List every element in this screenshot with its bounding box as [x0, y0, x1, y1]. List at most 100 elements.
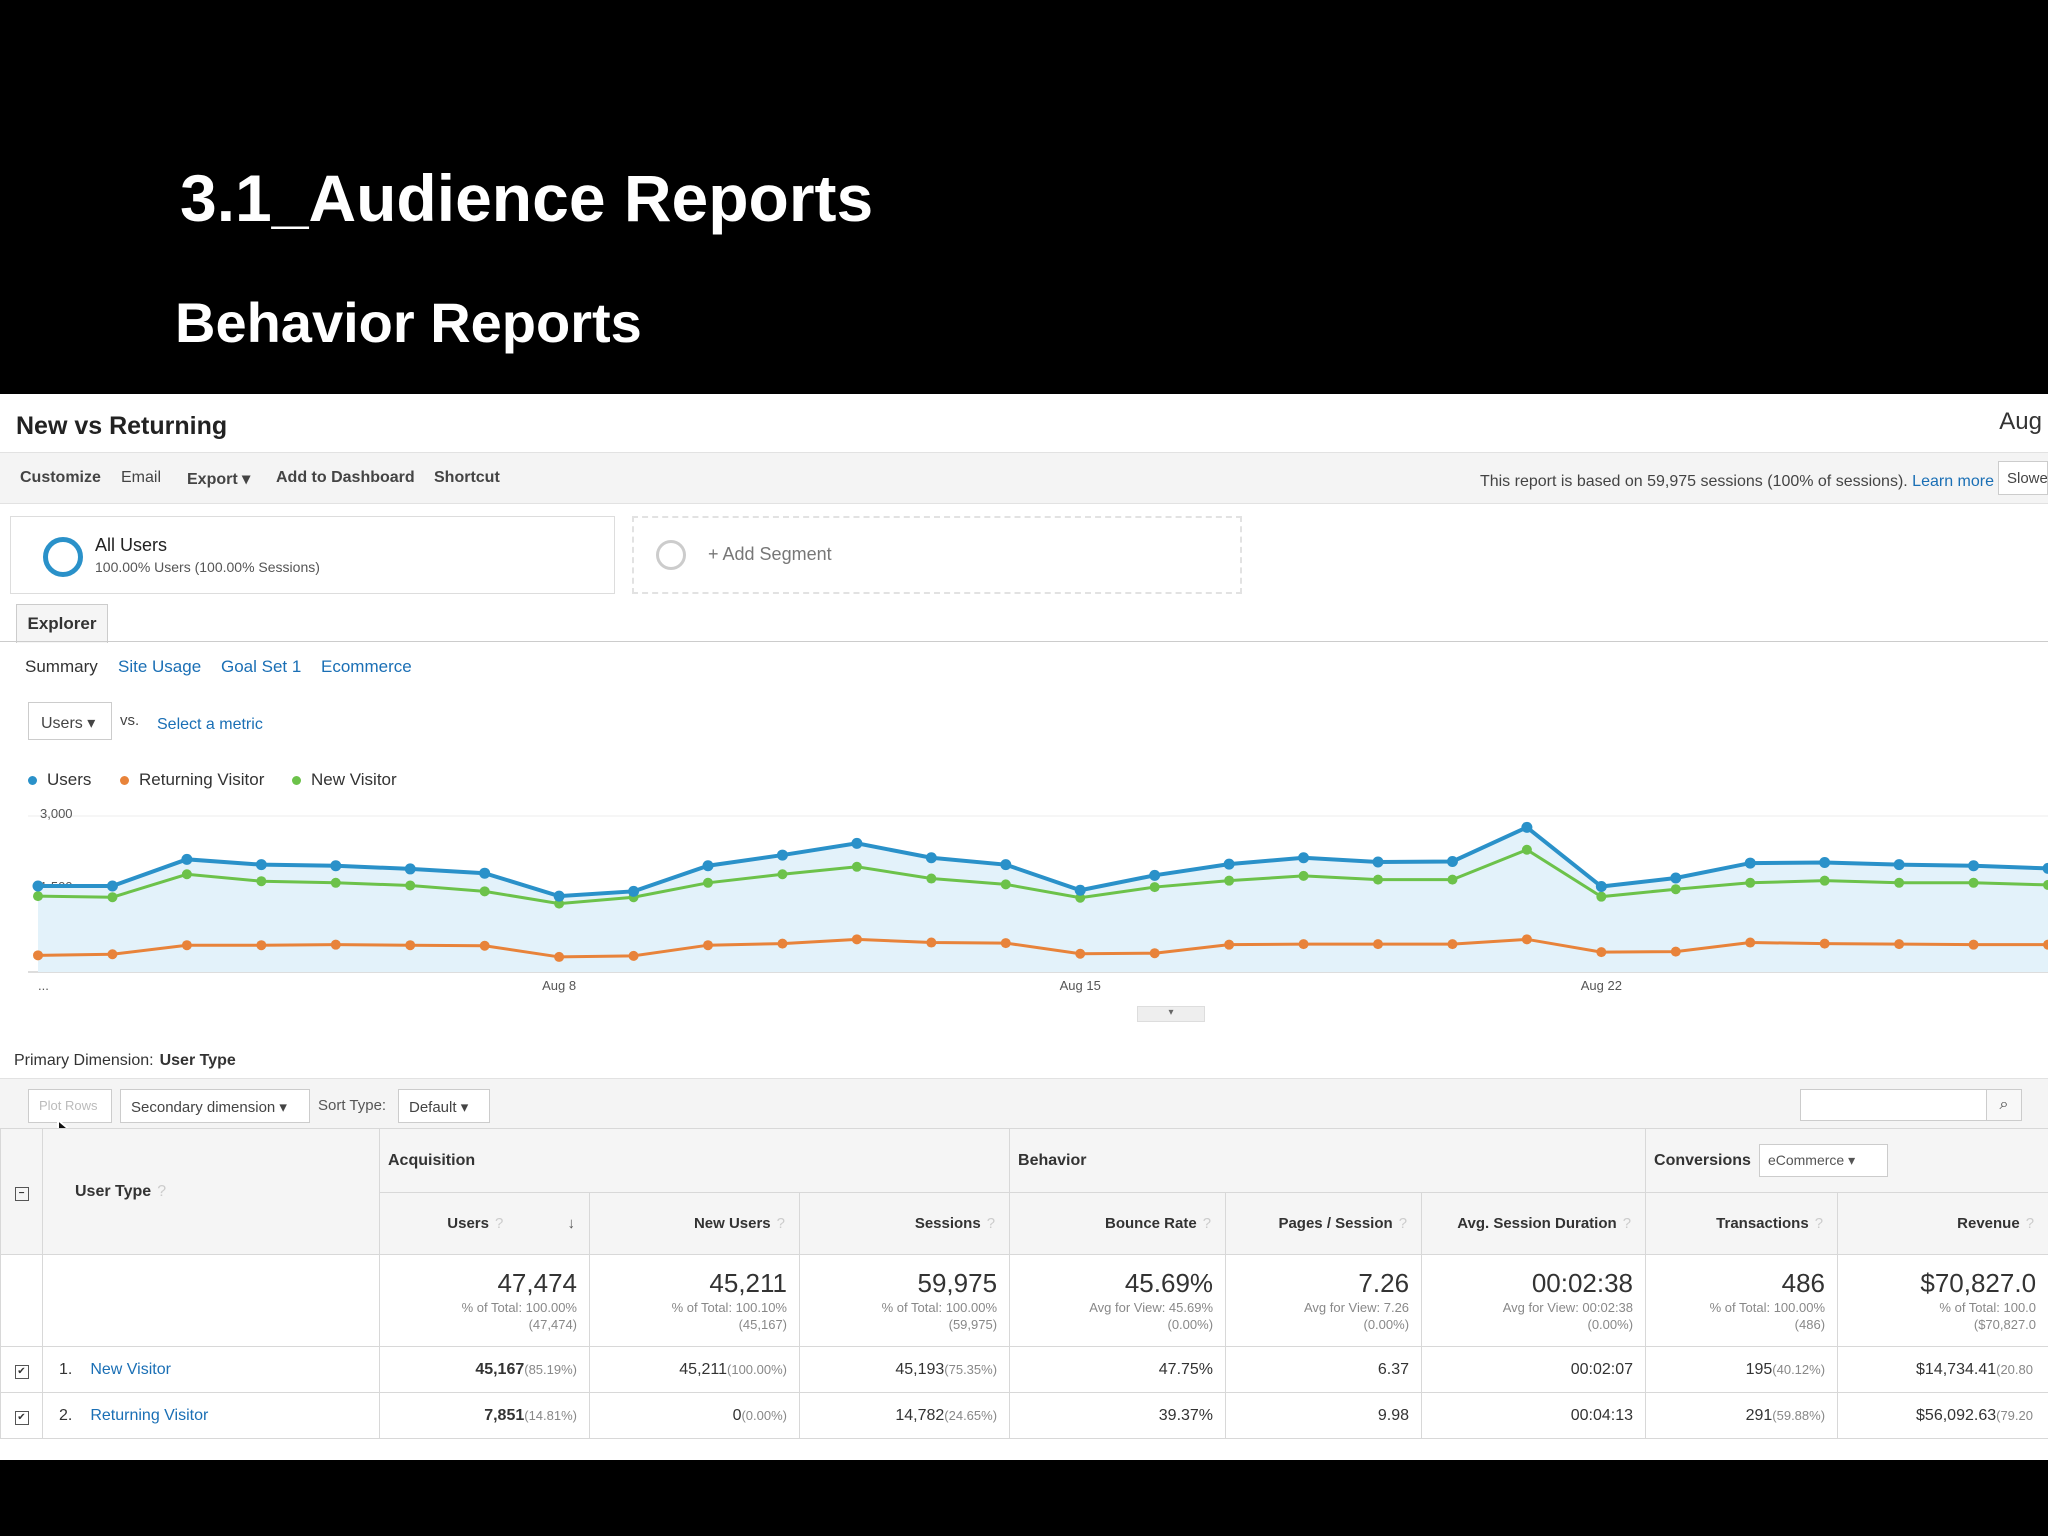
sort-desc-icon[interactable]: ↓: [567, 1215, 576, 1232]
table-search-input[interactable]: ⌕: [1800, 1089, 2022, 1121]
cell-value: 45,167: [475, 1360, 525, 1378]
data-point: [479, 886, 490, 897]
row-checkbox[interactable]: ✔: [14, 1364, 29, 1379]
row-checkbox-cell[interactable]: ✔: [0, 1346, 43, 1393]
data-point: [703, 940, 713, 951]
data-point: [404, 863, 416, 875]
col-bounce-rate[interactable]: Bounce Rate?: [1009, 1192, 1227, 1255]
shortcut-button[interactable]: Shortcut: [434, 469, 500, 486]
sampling-speed-select[interactable]: Slowe: [1998, 461, 2048, 495]
tab-divider: [0, 641, 2048, 642]
series-line-new-visitor: [37, 848, 2048, 906]
total-new-users: 45,211 % of Total: 100.10% (45,167): [589, 1254, 800, 1347]
help-icon[interactable]: ?: [1202, 1215, 1212, 1232]
help-icon[interactable]: ?: [1622, 1215, 1632, 1232]
data-point: [107, 892, 118, 903]
subtab-ecommerce[interactable]: Ecommerce: [321, 657, 412, 676]
help-icon[interactable]: ?: [2025, 1215, 2035, 1232]
cell-revenue: $56,092.63(79.20: [1837, 1392, 2048, 1439]
col-users[interactable]: Users? ↓: [379, 1192, 590, 1255]
customize-button[interactable]: Customize: [20, 469, 101, 486]
help-icon[interactable]: ?: [494, 1215, 504, 1232]
totals-row: 47,474 % of Total: 100.00% (47,474) 45,211…: [0, 1254, 2048, 1347]
date-range-label[interactable]: Aug: [1999, 408, 2042, 435]
conversion-type-select[interactable]: eCommerce ▾: [1758, 1144, 1889, 1177]
primary-dimension-value[interactable]: User Type: [159, 1052, 236, 1069]
legend-users-label: Users: [47, 770, 92, 789]
subtab-site-usage[interactable]: Site Usage: [118, 657, 202, 676]
export-button[interactable]: Export ▾: [187, 471, 251, 488]
help-icon[interactable]: ?: [776, 1215, 785, 1232]
subtab-summary[interactable]: Summary: [25, 657, 98, 676]
select-all-cell[interactable]: −: [0, 1128, 43, 1255]
plot-rows-button[interactable]: Plot Rows: [28, 1089, 112, 1123]
data-point: [1074, 884, 1086, 896]
data-point: [181, 940, 192, 951]
help-icon[interactable]: ?: [986, 1215, 996, 1232]
add-to-dashboard-button[interactable]: Add to Dashboard: [276, 469, 415, 486]
row-checkbox[interactable]: ✔: [14, 1410, 29, 1425]
col-transactions[interactable]: Transactions?: [1645, 1192, 1839, 1255]
data-point: [1819, 857, 1831, 869]
data-point: [1075, 948, 1086, 959]
tab-explorer[interactable]: Explorer: [16, 604, 108, 643]
data-point: [1521, 934, 1532, 945]
collapse-all-checkbox[interactable]: −: [14, 1186, 29, 1201]
secondary-dimension-select[interactable]: Secondary dimension ▾: [120, 1089, 310, 1123]
conversions-group-header: Conversions eCommerce ▾: [1645, 1128, 2048, 1193]
add-segment-button[interactable]: + Add Segment: [632, 516, 1242, 594]
total-note: (59,975): [948, 1317, 998, 1332]
data-point: [1149, 882, 1160, 893]
row-link-returning-visitor[interactable]: Returning Visitor: [90, 1406, 209, 1424]
total-value: 486: [1781, 1268, 1826, 1298]
user-type-header-label: User Type: [75, 1182, 152, 1200]
col-users-label: Users: [447, 1215, 489, 1232]
search-icon[interactable]: ⌕: [1986, 1090, 2021, 1120]
data-point: [1521, 821, 1533, 833]
data-point: [107, 949, 118, 960]
col-transactions-label: Transactions: [1716, 1215, 1809, 1232]
x-tick-label: Aug 8: [542, 978, 576, 993]
cell-revenue: $14,734.41(20.80: [1837, 1346, 2048, 1393]
primary-dimension-label: Primary Dimension:: [14, 1052, 154, 1069]
user-type-header[interactable]: User Type?: [42, 1128, 380, 1255]
metric-select[interactable]: Users ▾: [28, 702, 112, 740]
cell-percent: (40.12%): [1772, 1361, 1826, 1377]
col-avg-session-duration[interactable]: Avg. Session Duration?: [1421, 1192, 1647, 1255]
col-new-users[interactable]: New Users?: [589, 1192, 800, 1255]
col-sessions[interactable]: Sessions?: [798, 1192, 1011, 1255]
help-icon[interactable]: ?: [157, 1182, 167, 1200]
total-transactions: 486 % of Total: 100.00% (486): [1645, 1254, 1839, 1347]
data-point: [405, 880, 416, 891]
data-point: [1149, 948, 1160, 959]
legend-returning-visitor: Returning Visitor: [120, 770, 264, 790]
help-icon[interactable]: ?: [1814, 1215, 1824, 1232]
row-link-new-visitor[interactable]: New Visitor: [90, 1360, 171, 1378]
cell-percent: (85.19%): [524, 1361, 577, 1377]
cell-pages-session: 6.37: [1225, 1346, 1423, 1393]
data-point: [776, 849, 788, 861]
col-pages-session[interactable]: Pages / Session?: [1225, 1192, 1423, 1255]
col-revenue-label: Revenue: [1957, 1215, 2020, 1232]
cell-percent: (0.00%): [741, 1407, 787, 1423]
help-icon[interactable]: ?: [1398, 1215, 1408, 1232]
subtab-goal-set-1[interactable]: Goal Set 1: [221, 657, 302, 676]
cell-value: 45,193: [895, 1360, 945, 1378]
data-point: [628, 885, 640, 897]
total-sessions: 59,975 % of Total: 100.00% (59,975): [798, 1254, 1011, 1347]
select-metric-link[interactable]: Select a metric: [157, 716, 263, 733]
learn-more-link[interactable]: Learn more: [1912, 473, 1994, 490]
segment-all-users[interactable]: All Users 100.00% Users (100.00% Session…: [10, 516, 615, 594]
sort-type-select[interactable]: Default ▾: [398, 1089, 490, 1123]
data-point: [1819, 938, 1830, 949]
report-header: New vs Returning Aug: [0, 394, 2048, 452]
chart-collapse-handle[interactable]: ▾: [1137, 1006, 1205, 1022]
series-line-users: [38, 825, 2048, 899]
email-button[interactable]: Email: [121, 469, 162, 486]
data-point: [1894, 877, 1905, 888]
data-point: [925, 852, 937, 864]
row-checkbox-cell[interactable]: ✔: [0, 1392, 43, 1439]
col-revenue[interactable]: Revenue?: [1837, 1192, 2048, 1255]
data-point: [33, 950, 43, 961]
